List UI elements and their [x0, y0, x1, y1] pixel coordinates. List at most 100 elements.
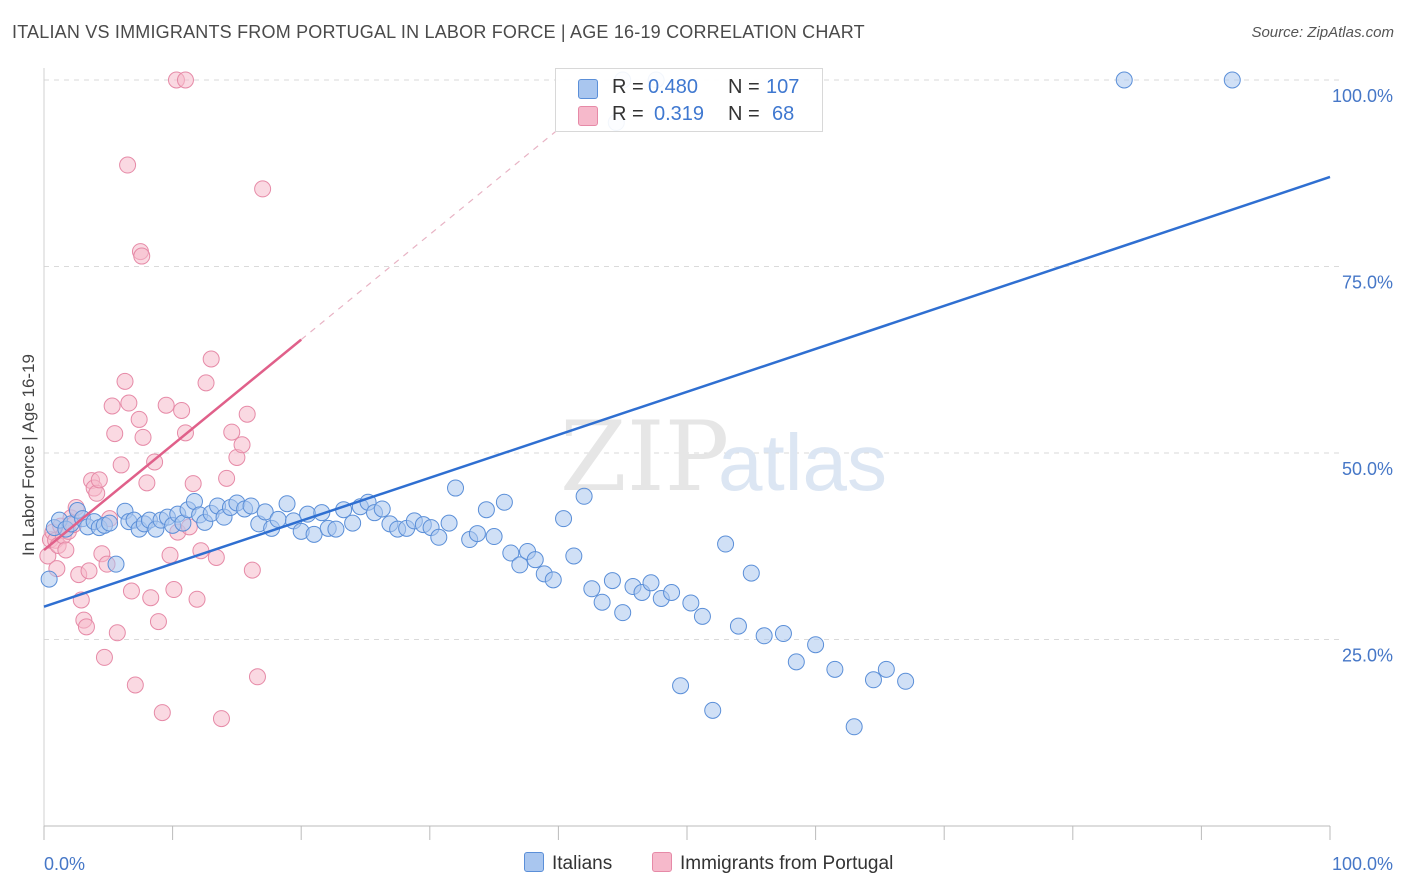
italians-point [1115, 71, 1133, 89]
italians-point [511, 556, 529, 574]
legend-swatch-portugal [578, 106, 598, 126]
italians-point [742, 564, 760, 582]
series-portugal-points [39, 71, 272, 728]
italians-point [807, 636, 825, 654]
bottom-legend-swatch-portugal [652, 852, 672, 872]
portugal-point [238, 405, 256, 423]
portugal-point [142, 589, 160, 607]
italians-point [774, 625, 792, 643]
portugal-point [108, 624, 126, 642]
italians-point [526, 551, 544, 569]
italians-point [468, 525, 486, 543]
italians-point [565, 547, 583, 565]
italians-point [305, 525, 323, 543]
portugal-point [161, 546, 179, 564]
portugal-point [176, 71, 194, 89]
portugal-point [112, 456, 130, 474]
x-tick-label-max: 100.0% [1332, 854, 1393, 874]
portugal-point [149, 613, 167, 631]
portugal-point [243, 561, 261, 579]
portugal-point [95, 648, 113, 666]
legend-n-value: 107 [766, 76, 800, 98]
legend-r-value: 0.319 [654, 103, 705, 125]
portugal-point [173, 401, 191, 419]
italians-point [663, 584, 681, 602]
portugal-point [197, 374, 215, 392]
bottom-legend-italians[interactable]: Italians [524, 852, 612, 875]
italians-point [864, 671, 882, 689]
series-italians-points [40, 71, 1241, 736]
portugal-point [57, 541, 75, 559]
legend-r-label: R = [612, 103, 644, 125]
portugal-point [103, 397, 121, 415]
y-axis-label: In Labor Force | Age 16-19 [19, 354, 38, 556]
italians-point [642, 574, 660, 592]
italians-point [256, 503, 274, 521]
portugal-point [146, 453, 164, 471]
portugal-point [106, 425, 124, 443]
italians-point [495, 493, 513, 511]
italians-point [614, 604, 632, 622]
chart-title: ITALIAN VS IMMIGRANTS FROM PORTUGAL IN L… [12, 22, 865, 42]
italians-point [693, 607, 711, 625]
italians-point [583, 580, 601, 598]
portugal-point [188, 590, 206, 608]
bottom-legend-label-italians: Italians [552, 853, 613, 874]
legend-n-label: N = [728, 103, 760, 125]
portugal-point [157, 396, 175, 414]
portugal-point [120, 394, 138, 412]
source-label: Source: ZipAtlas.com [1251, 24, 1394, 41]
portugal-point [130, 410, 148, 428]
legend-r-value: 0.480 [648, 76, 699, 98]
italians-point [826, 660, 844, 678]
portugal-point [202, 350, 220, 368]
axes [43, 825, 1331, 840]
bottom-legend-portugal[interactable]: Immigrants from Portugal [652, 852, 893, 875]
italians-point [485, 528, 503, 546]
italians-point [897, 672, 915, 690]
italians-trend-line [43, 175, 1331, 608]
italians-point [575, 487, 593, 505]
italians-point [787, 653, 805, 671]
tick-labels: 25.0% 50.0% 75.0% 100.0% 0.0% 100.0% [44, 86, 1393, 874]
italians-point [344, 514, 362, 532]
italians-point [555, 510, 573, 528]
trend-lines [43, 128, 1331, 608]
portugal-point [116, 372, 134, 390]
portugal-trend-line [43, 338, 302, 551]
portugal-point [184, 475, 202, 493]
legend-row-italians: R = 0.480 N = 107 [556, 75, 822, 101]
portugal-point [126, 676, 144, 694]
italians-point [440, 514, 458, 532]
correlation-legend: R = 0.480 N = 107 R = 0.319 N = 68 [555, 68, 823, 132]
legend-n-label: N = [728, 76, 760, 98]
italians-point [40, 570, 58, 588]
italians-point [269, 510, 287, 528]
portugal-point [134, 428, 152, 446]
italians-point [603, 572, 621, 590]
legend-row-portugal: R = 0.319 N = 68 [556, 102, 822, 128]
portugal-point [233, 436, 251, 454]
italians-point [278, 495, 296, 513]
italians-point [755, 627, 773, 645]
italians-point [544, 571, 562, 589]
portugal-point [218, 469, 236, 487]
italians-point [672, 677, 690, 695]
italians-point [593, 593, 611, 611]
italians-point [717, 535, 735, 553]
legend-r-label: R = [612, 76, 644, 98]
bottom-legend-label-portugal: Immigrants from Portugal [680, 853, 894, 874]
portugal-point [133, 247, 151, 265]
portugal-point [77, 618, 95, 636]
portugal-point [119, 156, 137, 174]
legend-n-value: 68 [772, 103, 795, 125]
italians-point [447, 479, 465, 497]
y-tick-label: 75.0% [1342, 273, 1393, 293]
watermark-atlas: atlas [718, 418, 887, 507]
y-tick-label: 100.0% [1332, 86, 1393, 106]
legend-swatch-italians [578, 79, 598, 99]
portugal-point [80, 562, 98, 580]
italians-point [1223, 71, 1241, 89]
portugal-point [248, 668, 266, 686]
